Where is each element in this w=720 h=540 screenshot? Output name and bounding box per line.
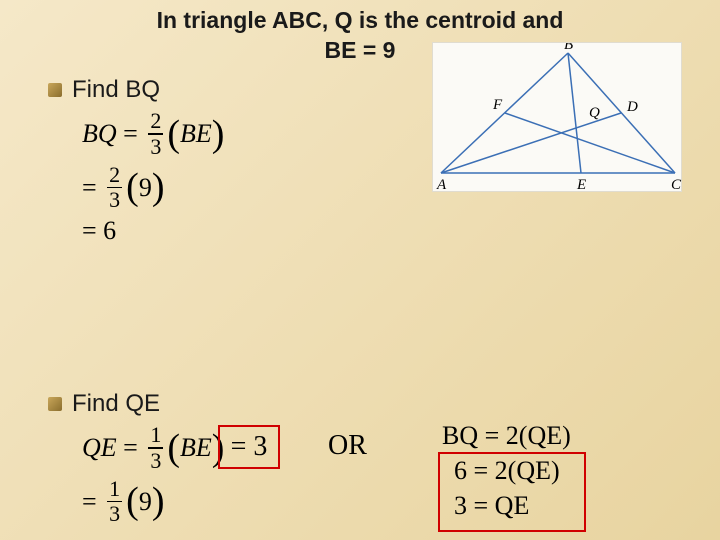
triangle-svg: A B C D E F Q (433, 43, 683, 193)
svg-text:Q: Q (589, 105, 600, 121)
bullet-icon (48, 83, 62, 97)
math-bq-block: BQ = 23 (BE) = 23 (9) = 6 (82, 110, 224, 250)
or-label: OR (328, 430, 367, 462)
triangle-diagram: A B C D E F Q (432, 42, 682, 192)
math-qe-block: QE = 13 (BE) = 13 (9) (82, 424, 224, 531)
bullet-text-qe: Find QE (72, 390, 160, 418)
bullet-icon (48, 397, 62, 411)
svg-text:D: D (626, 99, 638, 115)
alt-solution-box (438, 452, 586, 532)
svg-text:E: E (576, 177, 586, 193)
bullet-find-bq: Find BQ (48, 76, 160, 104)
svg-text:A: A (436, 177, 447, 193)
result-eq3-box: = 3 (218, 425, 280, 469)
bullet-text-bq: Find BQ (72, 76, 160, 104)
bullet-find-qe: Find QE (48, 390, 160, 418)
svg-text:B: B (564, 43, 573, 53)
svg-text:F: F (492, 97, 503, 113)
title-line1: In triangle ABC, Q is the centroid and (0, 6, 720, 36)
svg-text:C: C (671, 177, 682, 193)
